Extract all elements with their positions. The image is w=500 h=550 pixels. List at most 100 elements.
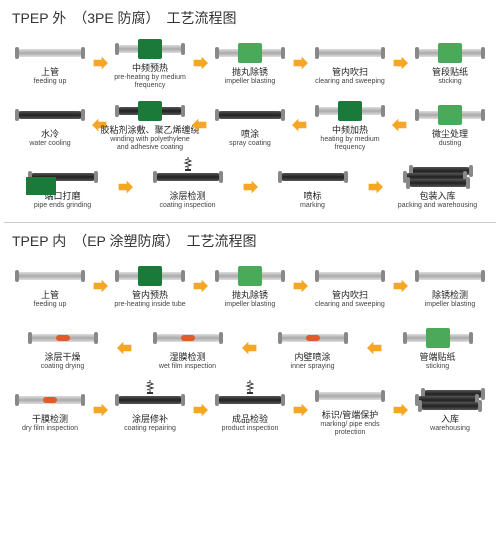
step-label-en: pre-heating by medium frequency	[108, 74, 192, 89]
step-label-en: heating by medium frequency	[308, 136, 392, 151]
section-title: TPEP 内 （EP 涂塑防腐） 工艺流程图	[4, 227, 496, 255]
step-label-cn: 中频预热	[132, 64, 168, 74]
step-label-cn: 入库	[441, 415, 459, 425]
step-label-en: dry film inspection	[22, 425, 78, 433]
step-label-cn: 上管	[41, 68, 59, 78]
step-label-cn: 中频加热	[332, 126, 368, 136]
flow-arrow-icon	[392, 403, 408, 417]
flow-arrow-icon	[367, 180, 383, 194]
step-icon	[315, 383, 385, 409]
step-icon	[278, 164, 348, 190]
process-step: 管内预热pre-heating inside tube	[108, 263, 192, 309]
process-step: 水冷water cooling	[8, 102, 92, 148]
process-row: 上管feeding up 中频预热pre-heating by medium fr…	[4, 32, 496, 94]
process-row: 干膜检测dry film inspection 涂层修补coating repai…	[4, 379, 496, 441]
step-icon	[215, 387, 285, 413]
step-label-cn: 抛丸除锈	[232, 68, 268, 78]
step-label-cn: 水冷	[41, 130, 59, 140]
step-icon	[403, 325, 473, 351]
step-label-cn: 喷涂	[241, 130, 259, 140]
step-label-en: product inspection	[222, 425, 279, 433]
step-label-en: marking	[300, 202, 325, 210]
flow-arrow-icon	[292, 56, 308, 70]
step-icon	[278, 325, 348, 351]
process-step: 管端贴纸sticking	[383, 325, 492, 371]
step-icon	[415, 387, 485, 413]
step-icon	[153, 164, 223, 190]
step-icon	[153, 325, 223, 351]
process-step: 端口打磨pipe ends grinding	[8, 164, 117, 210]
flow-arrow-icon	[292, 118, 308, 132]
step-label-cn: 管端贴纸	[419, 353, 455, 363]
step-label-cn: 涂层干燥	[44, 353, 80, 363]
step-label-en: feeding up	[34, 301, 67, 309]
flow-arrow-icon	[392, 118, 408, 132]
process-step: 上管feeding up	[8, 40, 92, 86]
step-label-cn: 成品检验	[232, 415, 268, 425]
step-label-en: sticking	[426, 363, 449, 371]
step-label-en: water cooling	[29, 140, 70, 148]
step-label-cn: 管内吹扫	[332, 291, 368, 301]
step-label-cn: 抛丸除锈	[232, 291, 268, 301]
process-step: 包装入库packing and warehousing	[383, 164, 492, 210]
step-label-cn: 上管	[41, 291, 59, 301]
step-label-cn: 胶粘剂涂敷、聚乙烯缠绕	[101, 126, 200, 136]
process-step: 标识/管端保护marking/ pipe ends protection	[308, 383, 392, 436]
process-step: 涂层修补coating repairing	[108, 387, 192, 433]
step-icon	[215, 102, 285, 128]
step-label-en: coating inspection	[159, 202, 215, 210]
process-step: 涂层检测coating inspection	[133, 164, 242, 210]
step-label-en: impeller blasting	[225, 78, 276, 86]
step-icon	[315, 98, 385, 124]
process-row: 端口打磨pipe ends grinding 涂层检测coating inspec…	[4, 156, 496, 218]
step-label-en: sticking	[438, 78, 461, 86]
step-label-en: coating drying	[41, 363, 85, 371]
step-label-cn: 包装入库	[419, 192, 455, 202]
step-label-cn: 涂层检测	[169, 192, 205, 202]
flow-arrow-icon	[92, 279, 108, 293]
step-icon	[115, 387, 185, 413]
step-icon	[415, 40, 485, 66]
process-step: 涂层干燥coating drying	[8, 325, 117, 371]
process-step: 除锈检测impeller blasting	[408, 263, 492, 309]
step-label-en: feeding up	[34, 78, 67, 86]
step-icon	[215, 263, 285, 289]
step-label-cn: 管内吹扫	[332, 68, 368, 78]
step-icon	[315, 263, 385, 289]
step-label-cn: 除锈检测	[432, 291, 468, 301]
process-step: 干膜检测dry film inspection	[8, 387, 92, 433]
step-label-en: inner spraying	[291, 363, 335, 371]
process-row: 涂层干燥coating drying 湿膜检测wet film inspectio…	[4, 317, 496, 379]
section-title: TPEP 外 （3PE 防腐） 工艺流程图	[4, 4, 496, 32]
flow-arrow-icon	[117, 180, 133, 194]
process-step: 中频预热pre-heating by medium frequency	[108, 36, 192, 89]
process-row: 水冷water cooling胶粘剂涂敷、聚乙烯缠绕winding with p…	[4, 94, 496, 156]
step-icon	[215, 40, 285, 66]
flow-arrow-icon	[292, 403, 308, 417]
flow-arrow-icon	[92, 403, 108, 417]
step-icon	[115, 263, 185, 289]
step-icon	[15, 102, 85, 128]
step-label-cn: 涂层修补	[132, 415, 168, 425]
flow-arrow-icon	[192, 56, 208, 70]
flow-arrow-icon	[192, 403, 208, 417]
process-step: 中频加热heating by medium frequency	[308, 98, 392, 151]
step-label-en: wet film inspection	[159, 363, 216, 371]
step-label-en: clearing and sweeping	[315, 301, 385, 309]
process-step: 微尘处理dusting	[408, 102, 492, 148]
process-step: 入库warehousing	[408, 387, 492, 433]
step-icon	[115, 98, 185, 124]
process-step: 管段贴纸sticking	[408, 40, 492, 86]
step-icon	[415, 102, 485, 128]
step-icon	[28, 325, 98, 351]
step-icon	[415, 263, 485, 289]
flow-arrow-icon	[117, 341, 133, 355]
step-label-en: marking/ pipe ends protection	[308, 421, 392, 436]
step-icon	[315, 40, 385, 66]
diagram-container: TPEP 外 （3PE 防腐） 工艺流程图上管feeding up中频预热pre…	[0, 0, 500, 445]
step-icon	[115, 36, 185, 62]
flow-arrow-icon	[367, 341, 383, 355]
flow-arrow-icon	[92, 56, 108, 70]
step-label-cn: 内壁喷涂	[294, 353, 330, 363]
step-label-cn: 湿膜检测	[169, 353, 205, 363]
